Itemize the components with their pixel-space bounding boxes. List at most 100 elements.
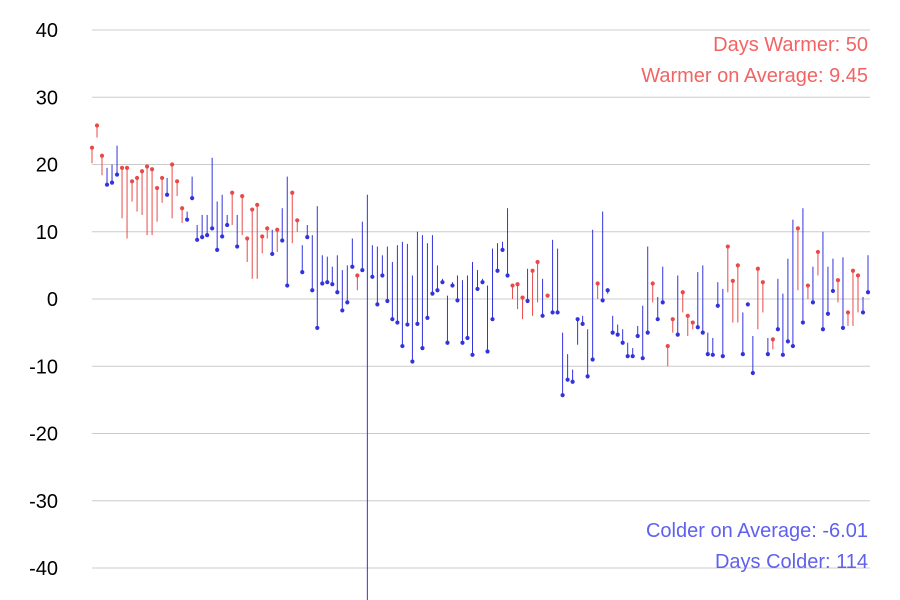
colder-point (425, 315, 430, 320)
colder-point (395, 320, 400, 325)
colder-point (465, 335, 470, 341)
warmer-point (770, 337, 775, 342)
points (89, 123, 871, 398)
colder-point (575, 317, 580, 322)
y-tick-label: 10 (36, 222, 58, 244)
colder-point (785, 339, 790, 344)
colder-point (660, 300, 665, 305)
colder-point (565, 377, 570, 382)
days-colder-label: Days Colder: 114 (715, 551, 868, 573)
y-tick-label: 0 (47, 289, 58, 311)
colder-point (305, 235, 310, 240)
colder-point (220, 234, 225, 239)
warmer-point (295, 218, 300, 223)
y-tick-label: 20 (36, 155, 58, 177)
colder-point (475, 286, 480, 292)
stems (91, 125, 869, 600)
colder-point (440, 280, 445, 285)
colder-point (350, 264, 355, 269)
colder-point (104, 182, 110, 187)
colder-point (430, 291, 435, 296)
colder-point (185, 217, 190, 222)
warmer-point (129, 179, 135, 184)
colder-point (375, 302, 380, 307)
colder-point (109, 180, 115, 185)
colder-point (340, 308, 345, 313)
colder-point (640, 356, 645, 361)
colder-point (500, 247, 505, 253)
colder-point (645, 330, 650, 335)
colder-point (335, 290, 340, 295)
warmer-point (515, 282, 520, 287)
warmer-point (855, 273, 861, 278)
colder-point (360, 267, 365, 273)
warmer-point (260, 234, 265, 239)
colder-average-label: Colder on Average: -6.01 (646, 520, 868, 542)
warmer-point (240, 194, 245, 199)
colder-point (490, 317, 495, 322)
annotations: Days Warmer: 50 Warmer on Average: 9.45 … (641, 34, 868, 573)
colder-point (620, 340, 625, 345)
colder-point (745, 302, 750, 307)
y-tick-label: -10 (29, 356, 58, 378)
colder-point (610, 330, 615, 335)
colder-point (435, 288, 440, 293)
days-warmer-label: Days Warmer: 50 (713, 34, 868, 56)
colder-point (810, 300, 816, 305)
warmer-point (230, 190, 235, 195)
colder-point (410, 359, 415, 364)
y-tick-label: 40 (36, 20, 58, 42)
colder-point (200, 235, 205, 240)
colder-point (830, 288, 836, 294)
colder-point (480, 280, 485, 285)
colder-point (325, 280, 330, 285)
y-axis-ticks: 40 30 20 10 0 -10 -20 -30 -40 (29, 20, 58, 580)
y-tick-label: -30 (29, 491, 58, 513)
warmer-point (545, 293, 550, 298)
colder-point (555, 310, 560, 315)
colder-point (380, 273, 385, 278)
colder-point (405, 322, 410, 327)
colder-point (385, 298, 390, 304)
warmer-point (144, 164, 150, 169)
colder-point (615, 332, 620, 337)
warmer-point (175, 179, 180, 184)
colder-point (585, 374, 590, 379)
warmer-point (735, 263, 740, 268)
colder-point (495, 268, 500, 273)
colder-point (800, 320, 806, 325)
colder-point (750, 370, 755, 376)
warmer-point (520, 295, 525, 300)
colder-point (114, 172, 120, 177)
y-tick-label: -20 (29, 424, 58, 446)
colder-point (765, 352, 770, 357)
warmer-point (665, 343, 670, 349)
colder-point (605, 288, 610, 293)
colder-point (715, 303, 720, 308)
warmer-point (139, 169, 145, 174)
colder-point (825, 311, 831, 316)
colder-point (865, 290, 871, 295)
warmer-point (850, 268, 856, 273)
colder-point (205, 233, 210, 238)
colder-point (225, 222, 230, 228)
colder-point (190, 196, 195, 201)
colder-point (315, 325, 320, 331)
warmer-point (290, 190, 295, 195)
colder-point (540, 313, 545, 318)
colder-point (320, 281, 325, 286)
warmer-point (89, 145, 95, 150)
warmer-point (730, 278, 735, 283)
colder-point (600, 298, 605, 303)
warmer-point (795, 226, 801, 231)
grid-lines (92, 29, 870, 569)
colder-point (655, 317, 660, 322)
colder-point (310, 288, 315, 293)
colder-point (695, 325, 700, 330)
warmer-point (99, 153, 105, 158)
warmer-point (650, 281, 655, 286)
colder-point (415, 321, 420, 326)
colder-point (860, 310, 866, 315)
warmer-point (245, 236, 250, 241)
